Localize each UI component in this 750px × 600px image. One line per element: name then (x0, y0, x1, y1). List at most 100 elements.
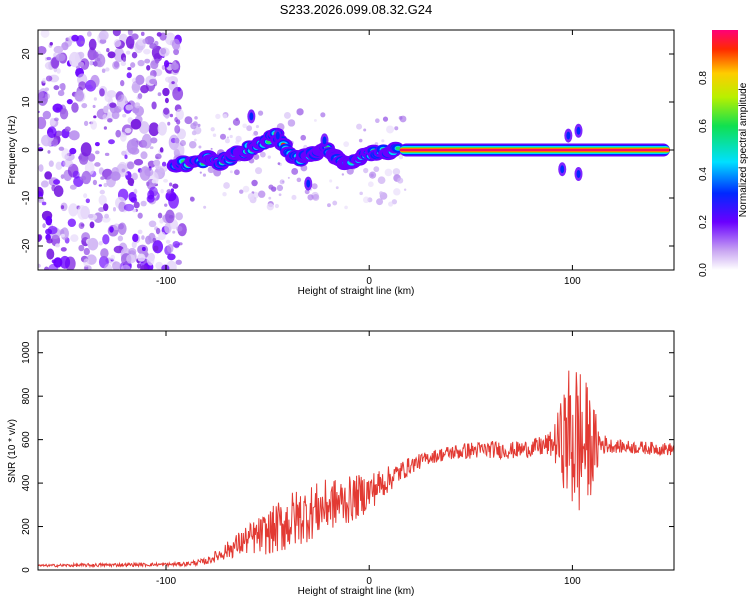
noise-blob (47, 225, 58, 235)
scatter-blob (212, 133, 217, 137)
noise-blob (139, 166, 151, 181)
noise-blob (89, 60, 94, 66)
scatter-blob (296, 177, 302, 183)
noise-blob (38, 143, 41, 147)
noise-blob (145, 235, 152, 245)
noise-blob (144, 58, 151, 64)
noise-blob (56, 68, 61, 74)
colorbar-tick-label: 0.2 (698, 215, 709, 229)
noise-blob (67, 218, 77, 228)
noise-blob (170, 62, 179, 71)
scatter-blob (291, 194, 297, 200)
noise-blob (42, 110, 52, 120)
y-tick-label: 200 (21, 518, 32, 535)
scatter-blob (291, 168, 299, 175)
noise-blob (140, 151, 148, 160)
noise-blob (166, 243, 174, 253)
noise-blob (161, 264, 170, 270)
noise-blob (100, 176, 105, 180)
noise-blob (172, 230, 176, 234)
noise-blob (60, 247, 67, 252)
noise-blob (164, 97, 169, 104)
noise-blob (171, 81, 175, 85)
noise-blob (117, 161, 128, 178)
scatter-blob (224, 138, 230, 144)
scatter-blob (296, 108, 304, 116)
scatter-blob (184, 116, 193, 125)
scatter-blob (388, 201, 394, 207)
scatter-blob (229, 134, 233, 139)
noise-blob (71, 34, 79, 42)
y-tick-label: 10 (21, 96, 32, 108)
noise-blob (38, 263, 41, 268)
scatter-blob (191, 130, 197, 136)
noise-blob (78, 81, 87, 90)
noise-blob (103, 203, 109, 212)
noise-blob (146, 65, 151, 71)
noise-blob (117, 235, 124, 242)
noise-blob (40, 180, 49, 188)
noise-blob (87, 213, 94, 219)
noise-blob (69, 184, 77, 190)
noise-blob (92, 51, 99, 59)
scatter-blob (267, 155, 271, 159)
noise-blob (148, 186, 158, 197)
noise-blob (87, 237, 99, 251)
scatter-blob (266, 203, 274, 211)
noise-blob (120, 61, 127, 67)
noise-blob (98, 30, 109, 41)
scatter-blob (311, 183, 318, 190)
noise-blob (81, 102, 88, 109)
noise-blob (78, 222, 85, 230)
scatter-blob (255, 125, 260, 129)
snr-panel: -100 0 100 0 200 400 600 800 1000 Height of str… (7, 330, 675, 597)
noise-blob (59, 255, 71, 269)
noise-blob (44, 266, 49, 270)
noise-blob (69, 51, 81, 68)
noise-blob (138, 121, 150, 134)
noise-blob (59, 83, 65, 90)
scatter-blob (251, 179, 258, 187)
noise-blob (112, 30, 121, 37)
burst-core (576, 170, 581, 178)
noise-blob (174, 124, 181, 134)
noise-blob (115, 129, 122, 138)
scatter-blob (393, 188, 401, 196)
x-tick-label: 0 (366, 576, 372, 587)
noise-blob (53, 179, 61, 185)
noise-blob (133, 201, 140, 209)
noise-blob (103, 183, 108, 188)
noise-blob (150, 137, 158, 144)
noise-blob (165, 191, 177, 202)
carrier-band (399, 149, 670, 151)
noise-blob (61, 42, 69, 51)
x-tick-label: 100 (564, 576, 581, 587)
noise-blob (118, 222, 127, 236)
noise-blob (87, 153, 96, 162)
noise-blob (163, 60, 170, 68)
noise-blob (55, 107, 60, 111)
scatter-blob (382, 116, 389, 122)
noise-blob (104, 152, 110, 157)
noise-blob (155, 153, 162, 160)
noise-blob (153, 245, 159, 252)
noise-blob (148, 220, 157, 228)
spectrogram-y-ticks: -20 -10 0 10 20 (21, 48, 674, 253)
scatter-blob (376, 198, 384, 206)
scatter-blob (197, 123, 201, 127)
y-tick-label: -10 (21, 190, 32, 205)
scatter-blob (373, 166, 380, 173)
scatter-blob (274, 203, 279, 209)
noise-blob (110, 254, 116, 261)
scatter-blob (246, 125, 253, 132)
scatter-blob (375, 118, 380, 124)
noise-blob (165, 239, 171, 244)
noise-blob (103, 126, 107, 130)
scatter-blob (242, 123, 248, 129)
noise-blob (44, 171, 52, 180)
scatter-blob (359, 191, 363, 196)
noise-blob (98, 241, 103, 246)
scatter-blob (192, 121, 198, 127)
